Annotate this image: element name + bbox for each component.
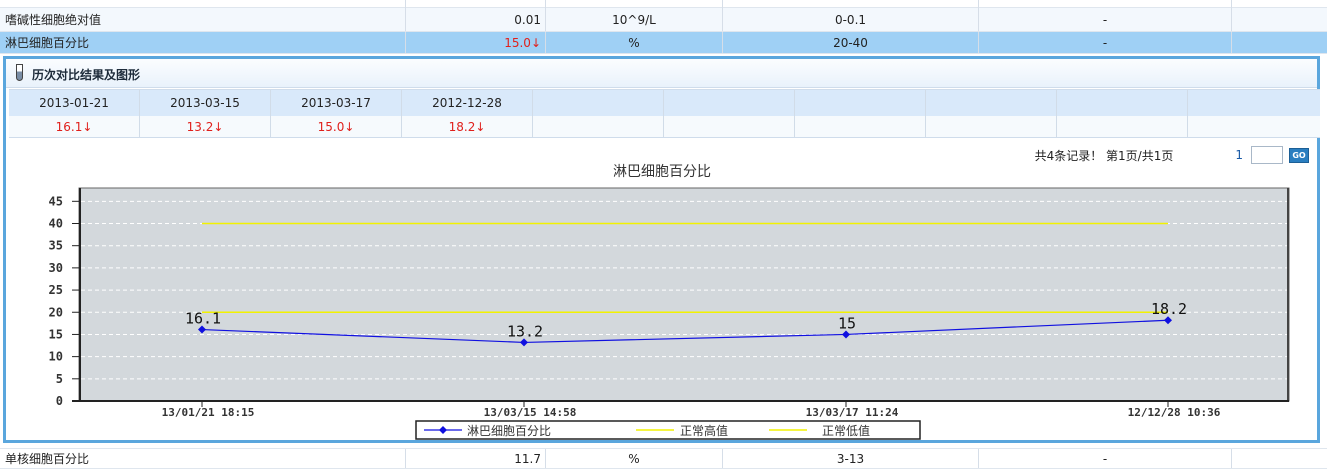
history-panel: 历次对比结果及图形 2013-01-21 2013-03-15 2013-03-… [3,56,1320,443]
x-tick-label: 13/01/21 18:15 [162,406,255,419]
reference-range: 0-0.1 [723,8,979,31]
x-tick-label: 12/12/28 10:36 [1128,406,1221,419]
y-tick-label: 15 [49,327,63,341]
y-tick-label: 0 [56,394,63,408]
reference-range: 3-13 [723,449,979,468]
table-row[interactable]: 单核细胞百分比 11.7 % 3-13 - [0,448,1327,469]
x-tick-label: 13/03/15 14:58 [484,406,577,419]
go-button[interactable]: GO [1289,147,1309,163]
history-value-empty [664,116,795,137]
history-date-empty [1057,90,1188,116]
history-date[interactable]: 2013-01-21 [9,90,140,116]
y-tick-label: 40 [49,217,63,231]
data-point [198,325,206,334]
pagination-info: 共4条记录！ 第1页/共1页 [1034,148,1174,163]
y-tick-label: 35 [49,239,63,253]
reference-range: 20-40 [723,32,979,53]
history-value-empty [533,116,664,137]
history-date-empty [1188,90,1320,116]
plot-area [78,187,1290,402]
y-tick-label: 20 [49,305,63,319]
history-value-empty [795,116,926,137]
y-tick-label: 10 [49,350,63,364]
data-point [842,330,850,339]
pagination: 共4条记录！ 第1页/共1页 1 GO [1035,145,1309,165]
test-flag: - [979,8,1232,31]
history-date-empty [533,90,664,116]
history-value-empty [926,116,1057,137]
history-date-empty [926,90,1057,116]
history-value-empty [1188,116,1320,137]
test-name: 淋巴细胞百分比 [0,32,406,53]
history-date-empty [664,90,795,116]
data-label: 18.2 [1151,300,1187,318]
test-flag: - [979,449,1232,468]
y-tick-label: 45 [49,194,63,208]
history-date[interactable]: 2013-03-17 [271,90,402,116]
page-number-link[interactable]: 1 [1235,148,1243,162]
test-unit: % [546,32,723,53]
page-jump-input[interactable] [1251,146,1283,164]
test-value: 15.0↓ [406,32,546,53]
trend-chart: 淋巴细胞百分比 0 5 10 15 20 25 30 35 40 45 13/01/21 18:1… [49,164,1290,440]
legend-marker [439,426,447,434]
legend-label: 正常高值 [680,423,728,438]
test-value: 0.01 [406,8,546,31]
data-label: 15 [838,314,856,332]
test-value: 11.7 [406,449,546,468]
test-name: 嗜碱性细胞绝对值 [0,8,406,31]
history-date[interactable]: 2012-12-28 [402,90,533,116]
test-flag: - [979,32,1232,53]
series-line [201,319,1169,344]
y-tick-label: 25 [49,283,63,297]
legend-label: 淋巴细胞百分比 [467,424,551,438]
history-value: 16.1↓ [9,116,140,137]
test-unit: 10^9/L [546,8,723,31]
test-name: 单核细胞百分比 [0,449,406,468]
history-value: 15.0↓ [271,116,402,137]
chart-title: 淋巴细胞百分比 [613,164,711,180]
data-point [1164,316,1172,325]
y-tick-label: 5 [56,372,63,386]
table-row-selected[interactable]: 淋巴细胞百分比 15.0↓ % 20-40 - [0,32,1327,54]
y-tick-label: 30 [49,261,63,275]
panel-title: 历次对比结果及图形 [32,68,141,82]
data-label: 13.2 [507,322,543,340]
history-value: 18.2↓ [402,116,533,137]
x-tick-label: 13/03/17 11:24 [806,406,899,419]
panel-header: 历次对比结果及图形 [6,59,1317,88]
data-point [520,338,528,347]
table-row[interactable]: 嗜碱性细胞绝对值 0.01 10^9/L 0-0.1 - [0,8,1327,32]
table-row-partial[interactable] [0,0,1327,8]
history-date-empty [795,90,926,116]
data-label: 16.1 [185,310,221,328]
test-unit: % [546,449,723,468]
test-tube-icon [16,64,23,81]
history-value: 13.2↓ [140,116,271,137]
history-date[interactable]: 2013-03-15 [140,90,271,116]
legend-label: 正常低值 [822,423,870,438]
history-value-empty [1057,116,1188,137]
history-table: 2013-01-21 2013-03-15 2013-03-17 2012-12… [9,89,1320,138]
